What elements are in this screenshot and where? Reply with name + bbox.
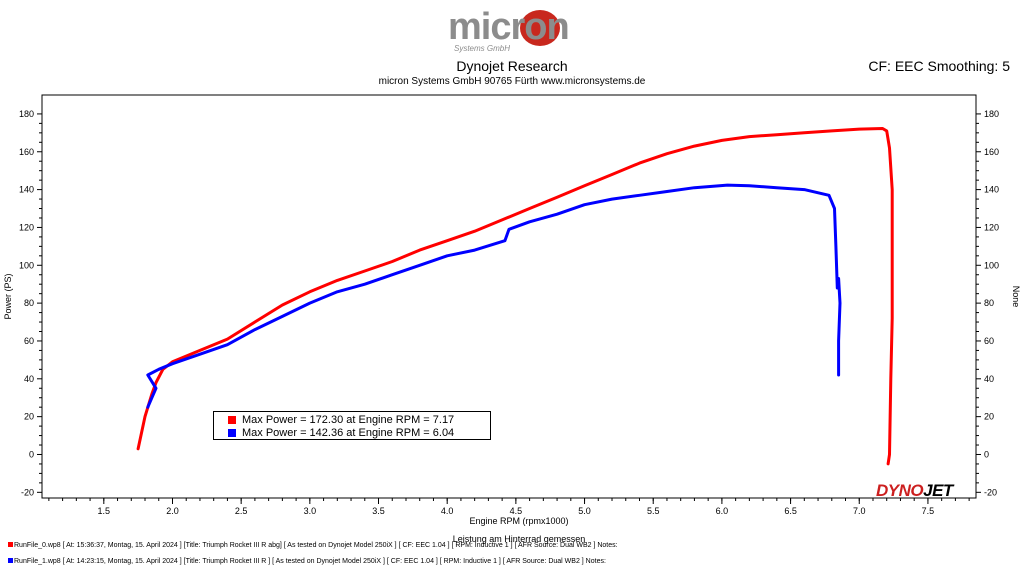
logo-subline: Systems GmbH bbox=[454, 44, 511, 53]
x-axis-sublabel: Leistung am Hinterrad gemessen bbox=[453, 534, 586, 544]
x-tick-label: 7.5 bbox=[922, 506, 935, 516]
footer-runfile-1: RunFile_1.wp8 [ At: 14:23:15, Montag, 15… bbox=[8, 558, 606, 565]
chart-subtitle: micron Systems GmbH 90765 Fürth www.micr… bbox=[378, 76, 646, 87]
y-tick-label-right: 180 bbox=[984, 109, 999, 119]
x-tick-label: 3.5 bbox=[372, 506, 385, 516]
micron-logo: micron Systems GmbH bbox=[444, 4, 580, 56]
y-tick-label-right: 80 bbox=[984, 298, 994, 308]
y-tick-label-left: 160 bbox=[19, 147, 34, 157]
x-tick-label: 6.5 bbox=[784, 506, 797, 516]
y-tick-label-left: 0 bbox=[29, 449, 34, 459]
legend-label-run1: Max Power = 142.36 at Engine RPM = 6.04 bbox=[242, 427, 455, 439]
y-tick-label-right: 60 bbox=[984, 336, 994, 346]
x-tick-label: 2.0 bbox=[166, 506, 179, 516]
y-tick-label-left: 80 bbox=[24, 298, 34, 308]
y-tick-label-left: 60 bbox=[24, 336, 34, 346]
x-tick-label: 2.5 bbox=[235, 506, 248, 516]
footer-line-0: RunFile_0.wp8 [ At: 15:36:37, Montag, 15… bbox=[14, 542, 618, 549]
footer-runfile-0: RunFile_0.wp8 [ At: 15:36:37, Montag, 15… bbox=[8, 542, 618, 549]
y-tick-label-left: 120 bbox=[19, 222, 34, 232]
legend-swatch-blue bbox=[228, 429, 236, 437]
x-tick-label: 5.5 bbox=[647, 506, 660, 516]
y-tick-label-right: 120 bbox=[984, 222, 999, 232]
y-tick-label-left: 140 bbox=[19, 185, 34, 195]
x-tick-label: 6.0 bbox=[716, 506, 729, 516]
y-tick-label-right: -20 bbox=[984, 487, 997, 497]
y-tick-label-left: -20 bbox=[21, 487, 34, 497]
y-tick-label-right: 100 bbox=[984, 260, 999, 270]
x-tick-label: 1.5 bbox=[98, 506, 111, 516]
y-tick-label-right: 20 bbox=[984, 412, 994, 422]
x-tick-label: 3.0 bbox=[304, 506, 317, 516]
x-tick-label: 4.0 bbox=[441, 506, 454, 516]
y-tick-label-left: 40 bbox=[24, 374, 34, 384]
legend-swatch-red bbox=[228, 416, 236, 424]
footer-line-1: RunFile_1.wp8 [ At: 14:23:15, Montag, 15… bbox=[14, 558, 606, 565]
y-tick-label-left: 180 bbox=[19, 109, 34, 119]
y-axis-label: Power (PS) bbox=[3, 273, 13, 319]
logo-wordmark: micron bbox=[448, 6, 570, 48]
x-axis-label: Engine RPM (rpmx1000) bbox=[469, 516, 568, 526]
legend: Max Power = 172.30 at Engine RPM = 7.17 … bbox=[213, 411, 491, 440]
x-tick-label: 4.5 bbox=[510, 506, 523, 516]
x-tick-label: 5.0 bbox=[578, 506, 591, 516]
y-tick-label-right: 160 bbox=[984, 147, 999, 157]
footer-swatch-red bbox=[8, 542, 13, 547]
y-tick-label-left: 20 bbox=[24, 412, 34, 422]
legend-item-run0: Max Power = 172.30 at Engine RPM = 7.17 bbox=[228, 413, 455, 427]
y-axis-label-right: None bbox=[1011, 286, 1021, 308]
y-tick-label-right: 140 bbox=[984, 185, 999, 195]
dynojet-brand-logo: DYNOJET bbox=[876, 481, 953, 500]
footer-swatch-blue bbox=[8, 558, 13, 563]
y-tick-label-left: 100 bbox=[19, 260, 34, 270]
series-line-run1 bbox=[146, 183, 842, 409]
logo-ring-graphic bbox=[520, 10, 560, 46]
legend-label-run0: Max Power = 172.30 at Engine RPM = 7.17 bbox=[242, 414, 455, 426]
x-tick-label: 7.0 bbox=[853, 506, 866, 516]
smoothing-settings: CF: EEC Smoothing: 5 bbox=[868, 58, 1010, 74]
plot-frame bbox=[41, 94, 977, 499]
legend-item-run1: Max Power = 142.36 at Engine RPM = 6.04 bbox=[228, 426, 455, 440]
y-tick-label-right: 40 bbox=[984, 374, 994, 384]
chart-title: Dynojet Research bbox=[456, 58, 568, 74]
series-line-run0 bbox=[136, 127, 894, 466]
y-tick-label-right: 0 bbox=[984, 449, 989, 459]
